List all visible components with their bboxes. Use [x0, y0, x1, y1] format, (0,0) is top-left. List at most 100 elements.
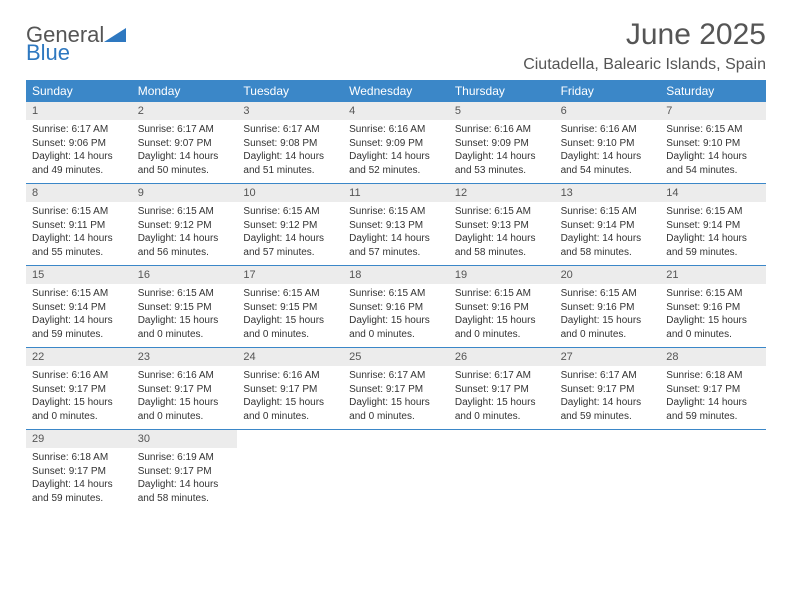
day-body: Sunrise: 6:19 AMSunset: 9:17 PMDaylight:… [132, 448, 238, 505]
day-line-sr: Sunrise: 6:19 AM [138, 451, 232, 465]
day-body: Sunrise: 6:15 AMSunset: 9:10 PMDaylight:… [660, 120, 766, 177]
day-line-ss: Sunset: 9:17 PM [666, 383, 760, 397]
day-number: 19 [449, 266, 555, 284]
day-line-d1: Daylight: 15 hours [349, 314, 443, 328]
day-line-ss: Sunset: 9:10 PM [561, 137, 655, 151]
day-cell: 27Sunrise: 6:17 AMSunset: 9:17 PMDayligh… [555, 348, 661, 429]
day-line-d2: and 0 minutes. [349, 328, 443, 342]
day-body: Sunrise: 6:15 AMSunset: 9:16 PMDaylight:… [555, 284, 661, 341]
day-line-d2: and 51 minutes. [243, 164, 337, 178]
day-number: 25 [343, 348, 449, 366]
day-cell: 6Sunrise: 6:16 AMSunset: 9:10 PMDaylight… [555, 102, 661, 183]
weekday-header: Friday [555, 80, 661, 102]
day-body: Sunrise: 6:17 AMSunset: 9:17 PMDaylight:… [343, 366, 449, 423]
day-line-sr: Sunrise: 6:15 AM [349, 205, 443, 219]
day-cell: 23Sunrise: 6:16 AMSunset: 9:17 PMDayligh… [132, 348, 238, 429]
day-cell: 21Sunrise: 6:15 AMSunset: 9:16 PMDayligh… [660, 266, 766, 347]
day-line-sr: Sunrise: 6:18 AM [32, 451, 126, 465]
day-line-d2: and 0 minutes. [138, 328, 232, 342]
day-line-sr: Sunrise: 6:17 AM [243, 123, 337, 137]
page-title: June 2025 [523, 18, 766, 52]
day-line-d2: and 59 minutes. [666, 246, 760, 260]
day-cell: 9Sunrise: 6:15 AMSunset: 9:12 PMDaylight… [132, 184, 238, 265]
day-number: 15 [26, 266, 132, 284]
day-line-ss: Sunset: 9:11 PM [32, 219, 126, 233]
day-number: 11 [343, 184, 449, 202]
day-line-ss: Sunset: 9:17 PM [32, 383, 126, 397]
day-line-sr: Sunrise: 6:16 AM [455, 123, 549, 137]
day-number: 13 [555, 184, 661, 202]
day-line-d2: and 57 minutes. [243, 246, 337, 260]
logo: General Blue [26, 24, 126, 64]
day-line-d2: and 59 minutes. [32, 492, 126, 506]
day-line-ss: Sunset: 9:17 PM [455, 383, 549, 397]
weeks-container: 1Sunrise: 6:17 AMSunset: 9:06 PMDaylight… [26, 102, 766, 511]
day-line-sr: Sunrise: 6:17 AM [455, 369, 549, 383]
day-number: 10 [237, 184, 343, 202]
week-row: 29Sunrise: 6:18 AMSunset: 9:17 PMDayligh… [26, 430, 766, 511]
day-body: Sunrise: 6:17 AMSunset: 9:06 PMDaylight:… [26, 120, 132, 177]
logo-text-wrap: General Blue [26, 24, 126, 64]
weekday-header: Wednesday [343, 80, 449, 102]
day-body: Sunrise: 6:15 AMSunset: 9:15 PMDaylight:… [132, 284, 238, 341]
day-line-d2: and 59 minutes. [32, 328, 126, 342]
day-number: 17 [237, 266, 343, 284]
day-cell [237, 430, 343, 511]
week-row: 8Sunrise: 6:15 AMSunset: 9:11 PMDaylight… [26, 184, 766, 266]
day-cell: 25Sunrise: 6:17 AMSunset: 9:17 PMDayligh… [343, 348, 449, 429]
day-body: Sunrise: 6:17 AMSunset: 9:17 PMDaylight:… [555, 366, 661, 423]
day-number: 21 [660, 266, 766, 284]
day-line-d2: and 57 minutes. [349, 246, 443, 260]
day-line-sr: Sunrise: 6:15 AM [666, 205, 760, 219]
day-line-sr: Sunrise: 6:15 AM [666, 123, 760, 137]
day-number: 18 [343, 266, 449, 284]
day-line-sr: Sunrise: 6:16 AM [349, 123, 443, 137]
day-line-d2: and 59 minutes. [561, 410, 655, 424]
day-line-sr: Sunrise: 6:15 AM [138, 205, 232, 219]
day-line-sr: Sunrise: 6:16 AM [32, 369, 126, 383]
day-line-d2: and 0 minutes. [455, 410, 549, 424]
day-number: 1 [26, 102, 132, 120]
day-number: 28 [660, 348, 766, 366]
day-cell: 14Sunrise: 6:15 AMSunset: 9:14 PMDayligh… [660, 184, 766, 265]
day-body: Sunrise: 6:15 AMSunset: 9:13 PMDaylight:… [449, 202, 555, 259]
day-line-d1: Daylight: 15 hours [138, 396, 232, 410]
day-cell: 22Sunrise: 6:16 AMSunset: 9:17 PMDayligh… [26, 348, 132, 429]
day-line-d1: Daylight: 15 hours [455, 396, 549, 410]
day-body: Sunrise: 6:18 AMSunset: 9:17 PMDaylight:… [26, 448, 132, 505]
day-line-sr: Sunrise: 6:15 AM [455, 205, 549, 219]
day-body: Sunrise: 6:15 AMSunset: 9:12 PMDaylight:… [237, 202, 343, 259]
weekday-header-row: SundayMondayTuesdayWednesdayThursdayFrid… [26, 80, 766, 102]
day-line-sr: Sunrise: 6:17 AM [349, 369, 443, 383]
day-line-sr: Sunrise: 6:17 AM [138, 123, 232, 137]
day-line-d2: and 55 minutes. [32, 246, 126, 260]
day-line-ss: Sunset: 9:15 PM [243, 301, 337, 315]
day-line-sr: Sunrise: 6:18 AM [666, 369, 760, 383]
day-line-sr: Sunrise: 6:16 AM [138, 369, 232, 383]
week-row: 1Sunrise: 6:17 AMSunset: 9:06 PMDaylight… [26, 102, 766, 184]
day-number: 7 [660, 102, 766, 120]
day-cell [449, 430, 555, 511]
day-line-ss: Sunset: 9:15 PM [138, 301, 232, 315]
logo-text-part2: Blue [26, 40, 70, 65]
day-line-ss: Sunset: 9:17 PM [32, 465, 126, 479]
day-line-d1: Daylight: 14 hours [32, 314, 126, 328]
day-cell [660, 430, 766, 511]
day-line-d2: and 0 minutes. [561, 328, 655, 342]
day-line-ss: Sunset: 9:17 PM [138, 383, 232, 397]
day-line-ss: Sunset: 9:12 PM [243, 219, 337, 233]
day-line-d1: Daylight: 14 hours [243, 150, 337, 164]
day-body: Sunrise: 6:15 AMSunset: 9:12 PMDaylight:… [132, 202, 238, 259]
day-line-d2: and 0 minutes. [349, 410, 443, 424]
day-cell: 1Sunrise: 6:17 AMSunset: 9:06 PMDaylight… [26, 102, 132, 183]
day-line-d1: Daylight: 14 hours [561, 396, 655, 410]
day-line-d2: and 53 minutes. [455, 164, 549, 178]
day-number: 2 [132, 102, 238, 120]
calendar: SundayMondayTuesdayWednesdayThursdayFrid… [26, 80, 766, 511]
day-line-d1: Daylight: 15 hours [243, 314, 337, 328]
day-number: 14 [660, 184, 766, 202]
day-line-d1: Daylight: 14 hours [32, 150, 126, 164]
weekday-header: Tuesday [237, 80, 343, 102]
day-line-d2: and 0 minutes. [243, 328, 337, 342]
day-number: 9 [132, 184, 238, 202]
